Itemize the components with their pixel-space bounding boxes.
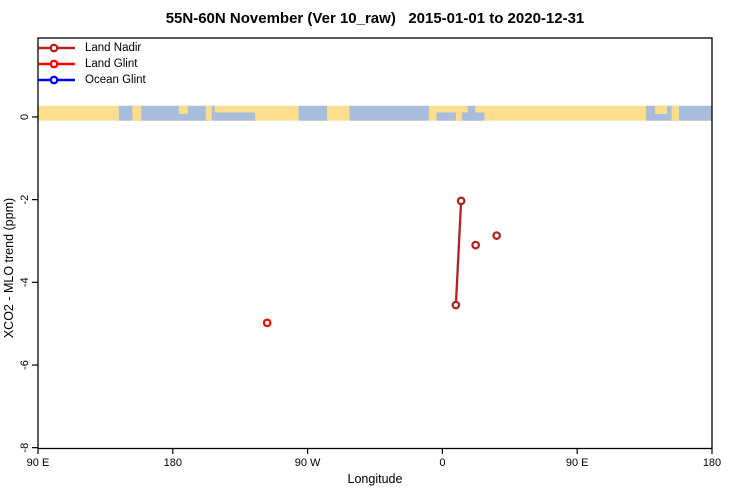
legend-line-marker-icon bbox=[38, 43, 75, 53]
legend-marker bbox=[49, 59, 59, 69]
map-strip-land-island bbox=[132, 105, 142, 121]
map-strip-land-island bbox=[655, 105, 668, 114]
map-strip-ocean-patch bbox=[118, 105, 215, 121]
y-tick-label: -8 bbox=[19, 443, 31, 453]
series-line bbox=[454, 200, 463, 306]
map-strip-land-island bbox=[178, 105, 188, 114]
x-tick-label: 180 bbox=[703, 457, 721, 469]
x-tick-label: 90 E bbox=[566, 457, 589, 469]
map-strip-ocean-patch bbox=[214, 112, 256, 121]
data-point-marker bbox=[492, 231, 501, 240]
legend-item-label: Ocean Glint bbox=[85, 74, 146, 86]
data-point-marker bbox=[451, 300, 461, 310]
legend-line-marker-icon bbox=[38, 75, 75, 85]
legend-marker bbox=[49, 75, 59, 85]
data-point-marker bbox=[456, 196, 466, 206]
x-axis-label: Longitude bbox=[347, 472, 403, 486]
y-tick-label: 0 bbox=[19, 114, 31, 120]
map-strip-land-island bbox=[455, 112, 462, 121]
y-tick-label: -4 bbox=[19, 277, 31, 287]
x-tick-label: 0 bbox=[439, 457, 445, 469]
x-tick-label: 90 W bbox=[295, 457, 321, 469]
map-strip-land-island bbox=[205, 105, 212, 121]
legend-item-land-nadir: Land Nadir bbox=[38, 40, 146, 56]
data-point-marker bbox=[471, 240, 481, 250]
legend-item-ocean-glint: Ocean Glint bbox=[38, 72, 146, 88]
map-strip-land-island bbox=[671, 105, 680, 121]
x-tick-label: 90 E bbox=[27, 457, 50, 469]
y-tick-label: -2 bbox=[19, 195, 31, 205]
legend-line-marker-icon bbox=[38, 59, 75, 69]
plot-border bbox=[37, 37, 713, 450]
legend-item-label: Land Glint bbox=[85, 58, 138, 70]
y-tick-label: -6 bbox=[19, 360, 31, 370]
legend-item-label: Land Nadir bbox=[85, 42, 142, 54]
legend-item-land-glint: Land Glint bbox=[38, 56, 146, 72]
map-strip-ocean-patch bbox=[298, 105, 328, 121]
legend-marker bbox=[49, 43, 59, 53]
map-strip-ocean-patch bbox=[467, 105, 476, 121]
map-strip-ocean-patch bbox=[349, 105, 429, 121]
legend: Land Nadir Land Glint Ocean Glint bbox=[38, 40, 146, 88]
data-point-marker bbox=[262, 318, 272, 328]
chart-title: 55N-60N November (Ver 10_raw) 2015-01-01… bbox=[165, 10, 585, 27]
x-tick-label: 180 bbox=[164, 457, 182, 469]
map-strip-ocean-patch bbox=[436, 112, 452, 121]
